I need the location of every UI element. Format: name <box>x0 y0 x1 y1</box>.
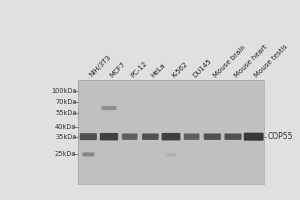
FancyBboxPatch shape <box>142 133 159 140</box>
Text: K-562: K-562 <box>171 60 189 78</box>
FancyBboxPatch shape <box>82 152 94 156</box>
Text: Mouse testis: Mouse testis <box>254 43 289 78</box>
Text: NIH/3T3: NIH/3T3 <box>88 54 112 78</box>
Text: Mouse brain: Mouse brain <box>212 44 247 78</box>
Text: 70kDa: 70kDa <box>55 99 76 105</box>
Text: 25kDa: 25kDa <box>55 151 76 157</box>
Text: HeLa: HeLa <box>150 62 167 78</box>
FancyBboxPatch shape <box>101 106 116 110</box>
FancyBboxPatch shape <box>224 133 242 140</box>
Text: 35kDa: 35kDa <box>55 134 76 140</box>
Text: 55kDa: 55kDa <box>55 110 76 116</box>
FancyBboxPatch shape <box>100 133 118 140</box>
Text: PC-12: PC-12 <box>130 60 148 78</box>
Text: COP55: COP55 <box>268 132 293 141</box>
Text: DU145: DU145 <box>192 57 213 78</box>
FancyBboxPatch shape <box>162 133 180 140</box>
Text: 100kDa: 100kDa <box>51 88 76 94</box>
Text: Mouse heart: Mouse heart <box>233 43 268 78</box>
FancyBboxPatch shape <box>166 153 176 156</box>
Text: MCF7: MCF7 <box>109 61 127 78</box>
FancyBboxPatch shape <box>204 133 221 140</box>
FancyBboxPatch shape <box>184 133 200 140</box>
Text: 40kDa: 40kDa <box>55 124 76 130</box>
FancyBboxPatch shape <box>122 133 137 140</box>
FancyBboxPatch shape <box>244 133 264 141</box>
FancyBboxPatch shape <box>80 133 97 140</box>
